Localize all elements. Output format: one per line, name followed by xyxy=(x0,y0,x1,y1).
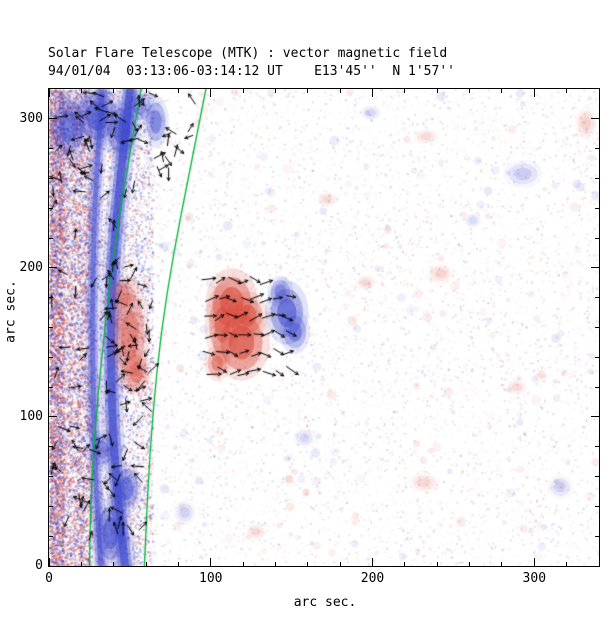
axis-tick xyxy=(595,446,599,448)
axis-tick xyxy=(566,89,568,93)
axis-tick xyxy=(307,89,309,93)
axis-tick xyxy=(339,562,341,566)
axis-tick xyxy=(595,386,599,388)
axis-tick xyxy=(48,89,50,97)
y-tick-label: 200 xyxy=(19,259,43,275)
axis-tick xyxy=(49,177,53,179)
axis-tick xyxy=(210,89,212,97)
chart-subtitle: 94/01/04 03:13:06-03:14:12 UT E13'45'' N… xyxy=(48,64,455,79)
axis-tick xyxy=(595,476,599,478)
axis-tick xyxy=(49,416,57,418)
axis-tick xyxy=(113,89,115,93)
axis-tick xyxy=(591,565,599,567)
axis-tick xyxy=(49,535,53,537)
axis-tick xyxy=(595,356,599,358)
axis-tick xyxy=(49,267,57,269)
axis-tick xyxy=(49,476,53,478)
axis-tick xyxy=(145,562,147,566)
axis-tick xyxy=(49,327,53,328)
axis-tick xyxy=(595,148,599,150)
axis-tick xyxy=(113,562,115,566)
y-tick-label: 300 xyxy=(19,110,43,126)
axis-tick xyxy=(49,386,53,388)
axis-tick xyxy=(436,89,438,93)
axis-tick xyxy=(501,89,503,93)
axis-tick xyxy=(80,562,82,566)
axis-tick xyxy=(595,535,599,537)
axis-tick xyxy=(49,237,53,239)
axis-tick xyxy=(595,297,599,299)
axis-tick xyxy=(177,89,179,93)
axis-tick xyxy=(595,177,599,179)
chart-title: Solar Flare Telescope (MTK) : vector mag… xyxy=(48,46,448,61)
axis-tick xyxy=(595,237,599,239)
axis-tick xyxy=(49,446,53,448)
axis-tick xyxy=(591,267,599,269)
axis-tick xyxy=(242,562,244,566)
x-tick-label: 300 xyxy=(522,571,547,586)
axis-tick xyxy=(591,118,599,120)
axis-tick xyxy=(339,89,341,93)
axis-tick xyxy=(469,562,471,566)
axis-tick xyxy=(49,505,53,507)
x-tick-label: 200 xyxy=(360,571,385,586)
y-tick-label: 0 xyxy=(35,558,43,573)
axis-tick xyxy=(533,558,535,566)
axis-tick xyxy=(49,297,53,299)
axis-tick xyxy=(210,558,212,566)
axis-tick xyxy=(595,207,599,209)
x-tick-label: 0 xyxy=(45,571,53,586)
axis-tick xyxy=(145,89,147,93)
axis-tick xyxy=(80,89,82,93)
axis-tick xyxy=(566,562,568,566)
axis-tick xyxy=(501,562,503,566)
axis-tick xyxy=(49,356,53,358)
x-tick-label: 100 xyxy=(199,571,223,586)
axis-tick xyxy=(595,327,599,328)
axis-tick xyxy=(49,118,57,120)
axis-tick xyxy=(533,89,535,97)
axis-tick xyxy=(274,562,276,566)
magnetogram-canvas xyxy=(49,89,599,566)
axis-tick xyxy=(274,89,276,93)
axis-tick xyxy=(595,505,599,507)
axis-tick xyxy=(49,148,53,150)
axis-tick xyxy=(307,562,309,566)
axis-tick xyxy=(48,558,50,566)
plot-area xyxy=(48,88,600,567)
axis-tick xyxy=(177,562,179,566)
axis-tick xyxy=(404,562,406,566)
axis-tick xyxy=(436,562,438,566)
axis-tick xyxy=(242,89,244,93)
y-tick-label: 100 xyxy=(19,408,43,424)
axis-tick xyxy=(372,558,374,566)
axis-tick xyxy=(404,89,406,93)
axis-tick xyxy=(372,89,374,97)
y-axis-label: arc sec. xyxy=(3,280,19,343)
axis-tick xyxy=(469,89,471,93)
x-axis-label: arc sec. xyxy=(293,595,357,610)
axis-tick xyxy=(49,565,57,567)
axis-tick xyxy=(591,416,599,418)
axis-tick xyxy=(49,207,53,209)
